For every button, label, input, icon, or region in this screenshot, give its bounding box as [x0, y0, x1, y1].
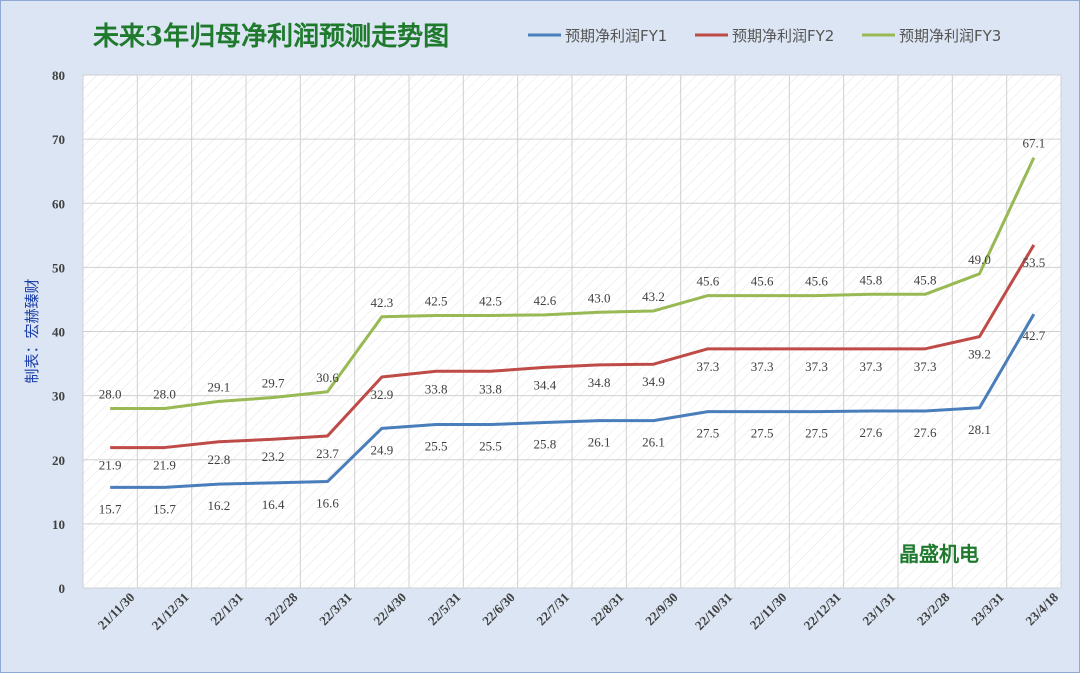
data-label-fy2: 39.2: [968, 347, 991, 362]
legend: 预期净利润FY1 预期净利润FY2 预期净利润FY3: [528, 27, 1001, 45]
data-label-fy1: 26.1: [642, 435, 665, 450]
data-label-fy3: 45.6: [751, 274, 774, 289]
x-tick-label: 22/12/31: [800, 590, 843, 633]
x-tick-label: 23/4/18: [1022, 589, 1061, 628]
data-label-fy2: 22.8: [207, 452, 230, 467]
legend-label-fy2: 预期净利润FY2: [732, 27, 834, 45]
legend-label-fy3: 预期净利润FY3: [899, 27, 1001, 45]
x-tick-label: 23/2/28: [914, 589, 953, 628]
data-label-fy1: 26.1: [588, 435, 611, 450]
data-label-fy1: 15.7: [99, 501, 122, 516]
data-label-fy3: 43.2: [642, 289, 665, 304]
data-label-fy3: 45.6: [696, 274, 719, 289]
gridlines: [82, 74, 1062, 589]
data-label-fy3: 45.6: [805, 274, 828, 289]
data-label-fy1: 16.2: [207, 498, 230, 513]
data-label-fy3: 43.0: [588, 290, 611, 305]
x-tick-label: 22/1/31: [207, 590, 246, 629]
data-labels: 15.7 15.7 16.2 16.4 16.6 24.9 25.5 25.5 25.8 26.1…: [99, 136, 1046, 517]
x-tick-label: 22/9/30: [642, 590, 681, 629]
y-axis-ticks: 0 10 20 30 40 50 60 70 80: [52, 68, 65, 596]
data-label-fy2: 37.3: [914, 359, 937, 374]
data-label-fy2: 53.5: [1022, 255, 1045, 270]
x-tick-label: 22/5/31: [425, 590, 464, 629]
x-tick-label: 22/6/30: [479, 590, 518, 629]
data-label-fy1: 27.5: [696, 426, 719, 441]
data-label-fy2: 21.9: [153, 458, 176, 473]
chart-title: 未来3年归母净利润预测走势图: [93, 21, 449, 52]
x-tick-label: 22/2/28: [262, 589, 301, 628]
y-tick-label: 0: [59, 581, 66, 596]
data-label-fy2: 34.9: [642, 374, 665, 389]
y-tick-label: 70: [52, 132, 65, 147]
x-tick-label: 22/4/30: [370, 590, 409, 629]
data-label-fy3: 42.5: [425, 293, 448, 308]
data-label-fy3: 42.3: [370, 295, 393, 310]
data-label-fy1: 27.5: [751, 426, 774, 441]
data-label-fy3: 28.0: [153, 386, 176, 401]
data-label-fy1: 27.5: [805, 426, 828, 441]
data-label-fy3: 30.6: [316, 370, 339, 385]
data-label-fy2: 34.8: [588, 375, 611, 390]
x-tick-label: 21/11/30: [95, 590, 138, 633]
data-label-fy2: 33.8: [479, 381, 502, 396]
data-label-fy3: 45.8: [859, 272, 882, 287]
data-label-fy3: 67.1: [1022, 136, 1045, 151]
series-line-fy2: [110, 244, 1036, 450]
data-label-fy1: 25.8: [533, 437, 556, 452]
data-label-fy3: 29.1: [207, 379, 230, 394]
x-tick-label: 22/8/31: [588, 590, 627, 629]
data-label-fy1: 28.1: [968, 422, 991, 437]
data-label-fy1: 25.5: [479, 438, 502, 453]
data-label-fy1: 24.9: [370, 442, 393, 457]
legend-label-fy1: 预期净利润FY1: [565, 27, 667, 45]
y-tick-label: 60: [52, 196, 65, 211]
data-label-fy3: 45.8: [914, 272, 937, 287]
x-tick-label: 23/1/31: [859, 590, 898, 629]
data-label-fy1: 25.5: [425, 438, 448, 453]
data-label-fy1: 27.6: [914, 425, 937, 440]
data-label-fy1: 27.6: [859, 425, 882, 440]
company-label: 晶盛机电: [899, 542, 979, 566]
data-label-fy2: 37.3: [859, 359, 882, 374]
x-tick-label: 22/11/30: [747, 590, 790, 633]
series-line-fy1: [110, 313, 1036, 489]
data-label-fy3: 49.0: [968, 252, 991, 267]
x-axis-ticks: 21/11/30 21/12/31 22/1/31 22/2/28 22/3/31 22/…: [95, 589, 1062, 633]
data-label-fy1: 16.6: [316, 496, 339, 511]
data-label-fy2: 33.8: [425, 381, 448, 396]
y-tick-label: 40: [52, 325, 65, 340]
data-label-fy2: 32.9: [370, 387, 393, 402]
data-label-fy2: 37.3: [805, 359, 828, 374]
y-axis-label: 制表：宏赫臻财: [23, 278, 41, 383]
data-label-fy2: 37.3: [696, 359, 719, 374]
data-label-fy3: 42.6: [533, 293, 556, 308]
data-label-fy2: 23.2: [262, 449, 285, 464]
x-tick-label: 22/7/31: [533, 590, 572, 629]
data-label-fy3: 29.7: [262, 376, 285, 391]
data-label-fy1: 15.7: [153, 501, 176, 516]
data-label-fy2: 21.9: [99, 458, 122, 473]
data-label-fy1: 16.4: [262, 497, 285, 512]
y-tick-label: 50: [52, 260, 65, 275]
y-tick-label: 30: [52, 389, 65, 404]
y-tick-label: 80: [52, 68, 65, 83]
x-tick-label: 21/12/31: [148, 590, 191, 633]
x-tick-label: 22/10/31: [692, 590, 735, 633]
series-lines: [110, 157, 1036, 489]
data-label-fy2: 23.7: [316, 446, 339, 461]
data-label-fy1: 42.7: [1022, 328, 1045, 343]
y-tick-label: 10: [52, 517, 65, 532]
x-tick-label: 22/3/31: [316, 590, 355, 629]
data-label-fy3: 28.0: [99, 386, 122, 401]
x-tick-label: 23/3/31: [968, 590, 1007, 629]
data-label-fy2: 34.4: [533, 377, 556, 392]
data-label-fy3: 42.5: [479, 293, 502, 308]
series-line-fy3: [110, 157, 1036, 410]
data-label-fy2: 37.3: [751, 359, 774, 374]
y-tick-label: 20: [52, 453, 65, 468]
